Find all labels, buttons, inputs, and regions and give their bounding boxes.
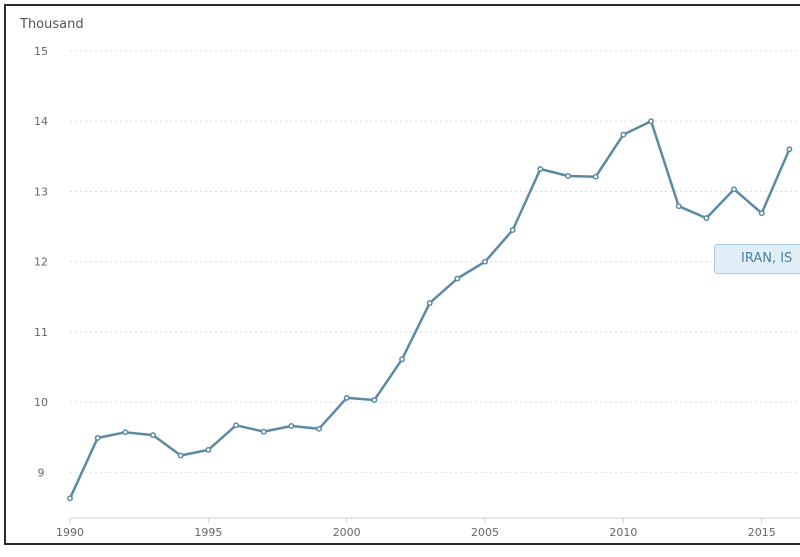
data-point[interactable] [94, 434, 101, 441]
x-tick-label: 1990 [56, 526, 84, 539]
data-point[interactable] [177, 452, 184, 459]
x-tick-label: 2005 [471, 526, 499, 539]
series-tooltip: IRAN, IS [714, 244, 800, 274]
data-point[interactable] [509, 227, 516, 234]
data-point[interactable] [343, 394, 350, 401]
data-point[interactable] [233, 422, 239, 429]
y-tick-label: 13 [34, 185, 48, 198]
data-point[interactable] [150, 432, 156, 439]
data-point[interactable] [399, 356, 405, 363]
x-tick-label: 2015 [748, 526, 776, 539]
data-point[interactable] [565, 173, 571, 179]
data-point[interactable] [592, 173, 599, 180]
data-point[interactable] [537, 166, 544, 172]
data-point[interactable] [67, 495, 73, 502]
y-tick-label: 12 [34, 256, 48, 269]
line-chart: Thousand 9 10 11 12 13 14 15 1990 1995 2000 2005 2… [19, 17, 800, 539]
y-tick-label: 14 [34, 115, 48, 128]
x-tick-label: 2010 [609, 526, 637, 539]
data-point[interactable] [675, 203, 682, 210]
x-tick-label: 2000 [333, 526, 361, 539]
chart-frame: Thousand 9 10 11 12 13 14 15 1990 1995 2000 2005 2… [4, 4, 800, 545]
y-tick-label: 15 [34, 45, 48, 58]
data-point[interactable] [205, 446, 212, 453]
data-point[interactable] [731, 186, 738, 193]
data-point[interactable] [786, 146, 793, 153]
series-line-iran [68, 119, 791, 499]
x-tick-label: 1995 [194, 526, 222, 539]
data-point[interactable] [260, 428, 267, 435]
data-point[interactable] [288, 423, 295, 429]
data-point[interactable] [454, 275, 461, 282]
data-point[interactable] [316, 425, 322, 432]
y-tick-label: 9 [38, 466, 45, 479]
data-point[interactable] [620, 131, 627, 138]
y-unit-label: Thousand [19, 17, 84, 32]
data-point[interactable] [703, 215, 710, 222]
data-point[interactable] [426, 300, 433, 307]
data-point[interactable] [648, 118, 655, 125]
data-point[interactable] [758, 210, 765, 217]
data-point[interactable] [482, 258, 488, 265]
data-point[interactable] [371, 397, 378, 403]
y-tick-label: 10 [34, 396, 48, 409]
y-tick-label: 11 [34, 326, 48, 339]
data-point[interactable] [122, 429, 129, 436]
